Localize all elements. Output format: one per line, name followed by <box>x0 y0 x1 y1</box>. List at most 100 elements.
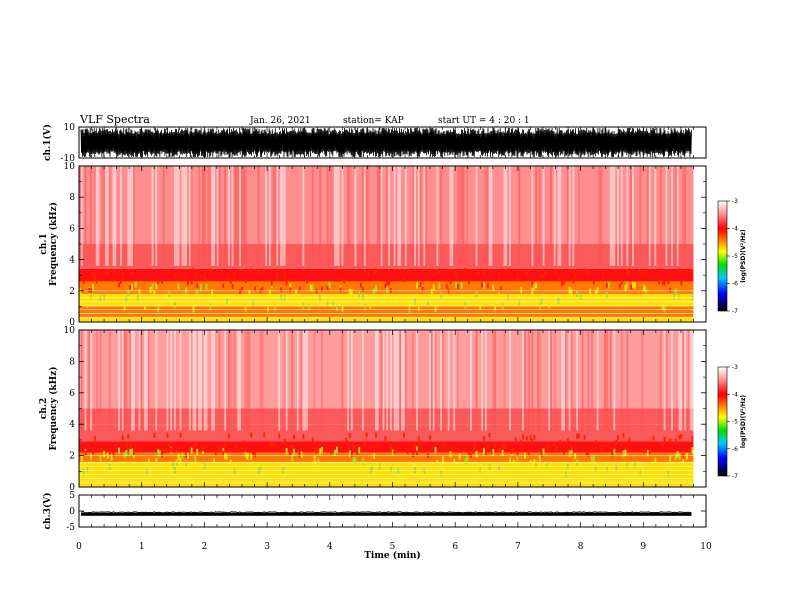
spectrogram-streak <box>578 166 580 266</box>
spectrogram-speckle <box>522 464 525 472</box>
spectrogram-speckle <box>373 288 376 295</box>
spectrogram-speckle <box>138 288 141 296</box>
spectrogram-speckle <box>538 303 541 310</box>
waveform-ch3-ylabel: ch.3(V) <box>42 493 53 530</box>
spectrogram-speckle <box>173 301 176 309</box>
spectrogram-speckle <box>492 284 495 292</box>
spectrogram-speckle <box>205 283 208 291</box>
spectrogram-speckle <box>509 457 511 464</box>
colorbar-tick-label: -4 <box>732 226 738 233</box>
spectrogram-streak <box>538 166 541 266</box>
spec1-ylabel: ch.1Frequency (kHz) <box>39 202 59 286</box>
spectrogram-streak <box>227 330 230 431</box>
spectrogram-speckle <box>121 435 124 441</box>
spectrogram-streak <box>151 166 154 266</box>
spectrogram-streak <box>453 330 456 431</box>
spectrogram-streak <box>522 330 525 431</box>
spectrogram-speckle <box>250 432 253 438</box>
spectrogram-streak <box>609 330 612 431</box>
spectrogram-streak <box>382 330 385 431</box>
spectrogram-streak <box>563 330 565 431</box>
spectrogram-speckle <box>136 294 139 301</box>
spectrogram-speckle <box>90 454 93 461</box>
spectrogram-speckle <box>460 282 463 289</box>
spectrogram-streak <box>173 166 176 266</box>
colorbar-label: log(PSD)(V²/Hz) <box>740 229 747 282</box>
spectrogram-streak <box>505 166 508 266</box>
spectrogram-streak <box>518 166 521 266</box>
spectrogram-speckle <box>103 450 106 458</box>
spectrogram-streak <box>108 166 111 266</box>
spectrogram-streak <box>689 330 692 431</box>
spectrogram-speckle <box>93 436 96 441</box>
spectrogram-streak <box>447 330 450 431</box>
colorbar-ch2: -3 -4 -5 -6 -7 log(PSD)(V²/Hz) <box>717 364 747 480</box>
spectrogram-speckle <box>216 299 219 306</box>
spectrogram-streak <box>570 330 573 431</box>
spectrogram-speckle <box>503 466 506 473</box>
spectrogram-speckle <box>283 439 286 444</box>
spectrogram-speckle <box>443 444 446 450</box>
spectrogram-speckle <box>226 454 228 461</box>
spectrogram-speckle <box>633 461 636 468</box>
spectrogram-streak <box>548 330 551 431</box>
spectrogram-speckle <box>237 448 240 453</box>
spectrogram-speckle <box>600 447 603 453</box>
spectrogram-streak <box>119 166 122 266</box>
spectrogram-streak <box>691 330 694 431</box>
spectrogram-speckle <box>337 442 340 448</box>
spectrogram-streak <box>257 166 260 266</box>
spectrogram-streak <box>492 330 495 431</box>
spectrogram-speckle <box>563 449 565 455</box>
spectrogram-streak <box>203 166 206 266</box>
spectrogram-speckle <box>92 449 94 455</box>
spectrogram-streak <box>203 330 206 431</box>
spectrogram-speckle <box>419 282 422 287</box>
spectrogram-streak <box>274 166 277 266</box>
spectrogram-speckle <box>626 270 629 276</box>
spectrogram-streak <box>147 330 150 431</box>
spectrogram-streak <box>475 166 478 266</box>
spec1-y-tick-label: 0 <box>69 318 75 328</box>
spectrogram-speckle <box>92 271 94 277</box>
spectrogram-speckle <box>456 284 459 289</box>
colorbar-tick-label: -3 <box>732 198 738 205</box>
spectrogram-speckle <box>194 273 197 278</box>
spectrogram-streak <box>626 330 629 431</box>
spectrogram-speckle <box>551 468 554 476</box>
spectrogram-speckle <box>678 434 681 440</box>
spectrogram-streak <box>481 330 484 431</box>
spectrogram-speckle <box>231 284 234 289</box>
spectrogram-speckle <box>488 432 491 438</box>
spectrogram-speckle <box>416 446 418 453</box>
spectrogram-speckle <box>173 274 176 279</box>
spectrogram-speckle <box>348 288 351 296</box>
spectrogram-speckle <box>436 460 439 467</box>
spectrogram-speckle <box>235 295 238 302</box>
spectrogram-streak <box>129 330 132 431</box>
spectrogram-speckle <box>583 268 586 274</box>
spectrogram-streak <box>118 330 120 431</box>
spectrogram-speckle <box>483 282 485 289</box>
spectrogram-speckle <box>497 465 500 472</box>
spectrogram-speckle <box>360 282 363 288</box>
spectrogram-speckle <box>678 453 681 460</box>
spectrogram-speckle <box>594 465 597 472</box>
spectrogram-speckle <box>494 304 497 311</box>
spectrogram-speckle <box>160 452 163 458</box>
waveform-ch3-y-tick-label: -5 <box>66 523 75 533</box>
spectrogram-speckle <box>177 453 180 461</box>
spectrogram-speckle <box>397 444 400 450</box>
spectrogram-speckle <box>389 445 392 451</box>
spectrogram-speckle <box>224 443 227 449</box>
spectrogram-speckle <box>209 268 212 273</box>
spectrogram-speckle <box>157 279 160 285</box>
spectrogram-speckle <box>343 278 346 284</box>
spectrogram-streak <box>687 330 690 431</box>
spectrogram-speckle <box>131 284 133 291</box>
spec1-y-tick-label: 10 <box>64 162 76 172</box>
spectrogram-speckle <box>557 297 560 305</box>
spectrogram-streak <box>192 330 195 431</box>
spectrogram-speckle <box>371 465 374 472</box>
spectrogram-speckle <box>274 304 277 311</box>
